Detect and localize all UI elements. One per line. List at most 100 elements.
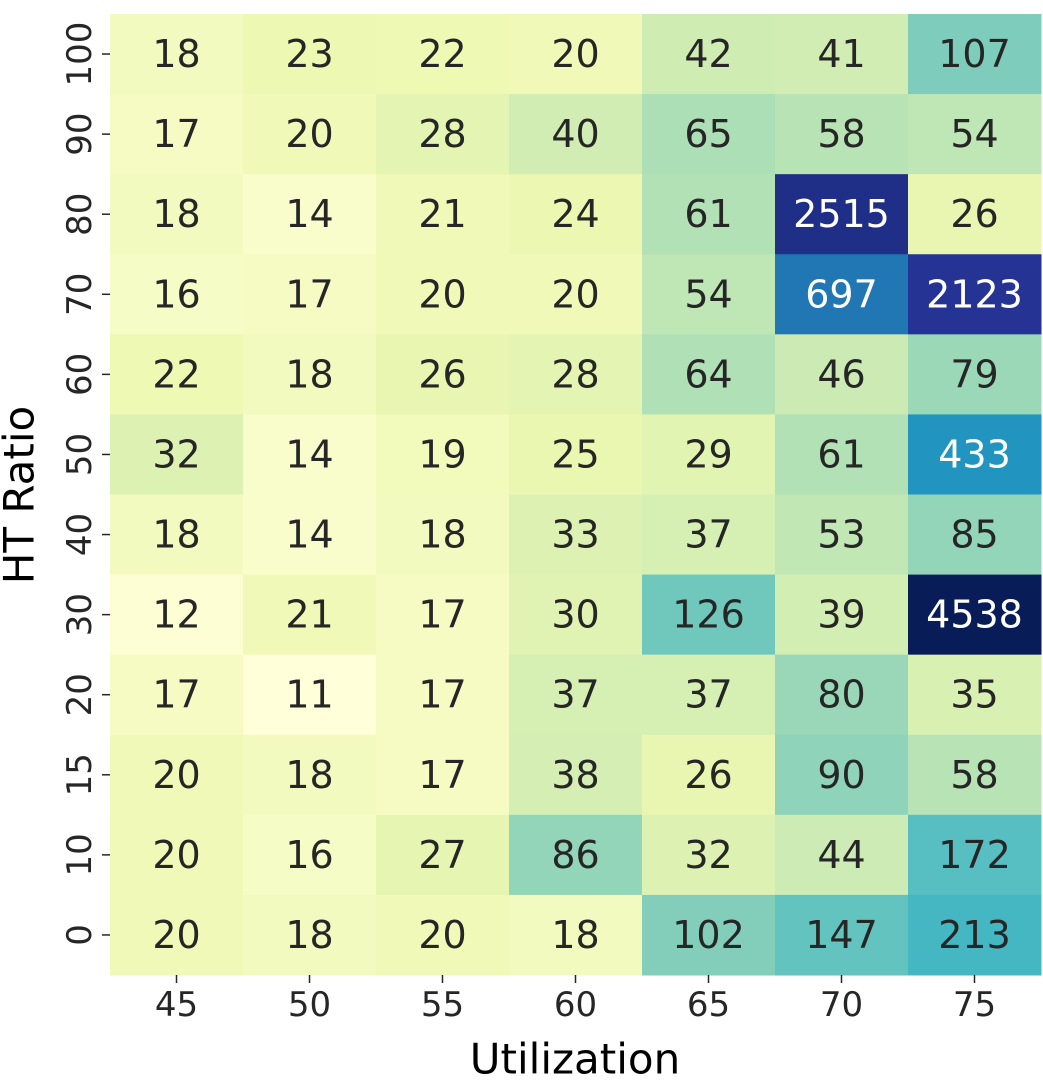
y-tick-label: 80 (60, 193, 100, 236)
heatmap-cell (509, 94, 643, 175)
heatmap-cell-value: 64 (684, 352, 732, 396)
heatmap-cell-value: 24 (551, 192, 599, 236)
heatmap-cell-value: 21 (418, 192, 466, 236)
heatmap-cell (509, 574, 643, 656)
heatmap-cell (642, 654, 776, 736)
heatmap-cell-value: 79 (950, 352, 998, 396)
heatmap-cell-value: 17 (152, 673, 200, 717)
heatmap-cell-value: 20 (152, 913, 200, 957)
heatmap-cell-value: 2515 (793, 192, 890, 236)
heatmap-cell-value: 26 (418, 352, 466, 396)
heatmap-cell (243, 494, 377, 576)
y-tick-label: 30 (60, 593, 100, 636)
heatmap-cell-value: 85 (950, 513, 998, 557)
x-tick-label: 75 (953, 985, 996, 1025)
heatmap-cell (642, 94, 776, 175)
heatmap-cell-value: 58 (950, 753, 998, 797)
heatmap-cell (243, 814, 377, 896)
y-tick-label: 40 (60, 513, 100, 556)
heatmap-cell (642, 254, 776, 335)
y-tick-label: 60 (60, 353, 100, 396)
heatmap-cell (908, 494, 1042, 576)
heatmap-cell (642, 734, 776, 816)
heatmap-cell-value: 20 (418, 272, 466, 316)
heatmap-cell-value: 37 (684, 673, 732, 717)
heatmap-cell (642, 494, 776, 576)
heatmap-cell-value: 46 (817, 352, 865, 396)
heatmap-cell (642, 334, 776, 415)
x-tick-label: 55 (421, 985, 464, 1025)
heatmap-cell (642, 414, 776, 495)
heatmap-cell (243, 94, 377, 175)
heatmap-cell-value: 18 (551, 913, 599, 957)
heatmap-cell (509, 814, 643, 896)
heatmap-cell (642, 574, 776, 656)
x-tick-label: 70 (820, 985, 863, 1025)
heatmap-cell-value: 102 (672, 913, 745, 957)
heatmap-cell (775, 254, 909, 335)
heatmap-cell (243, 14, 377, 95)
heatmap-cell-value: 26 (950, 192, 998, 236)
heatmap-cell (908, 94, 1042, 175)
heatmap-cell-value: 40 (551, 112, 599, 156)
heatmap-cell-value: 33 (551, 513, 599, 557)
heatmap-cell-value: 42 (684, 32, 732, 76)
heatmap-cell (509, 414, 643, 495)
heatmap-cell-value: 20 (285, 112, 333, 156)
heatmap-cell (509, 894, 643, 976)
heatmap-cell-value: 27 (418, 833, 466, 877)
heatmap-cell (775, 654, 909, 736)
heatmap-cell (376, 174, 510, 255)
heatmap-cell-value: 18 (285, 913, 333, 957)
heatmap-cell (243, 174, 377, 255)
heatmap-cell (775, 414, 909, 495)
heatmap-cell-value: 61 (817, 432, 865, 476)
heatmap-cell-value: 20 (551, 272, 599, 316)
heatmap-cell-value: 21 (285, 593, 333, 637)
heatmap-cell-value: 44 (817, 833, 865, 877)
heatmap-cell (509, 174, 643, 255)
heatmap-cell (110, 334, 244, 415)
heatmap-cell-value: 39 (817, 593, 865, 637)
heatmap-cell-value: 37 (551, 673, 599, 717)
heatmap-cell (110, 174, 244, 255)
heatmap-cell-value: 35 (950, 673, 998, 717)
heatmap-cell-value: 23 (285, 32, 333, 76)
heatmap-cell-value: 18 (285, 352, 333, 396)
y-tick-label: 20 (60, 673, 100, 716)
heatmap-cell (110, 734, 244, 816)
heatmap-cell-value: 22 (152, 352, 200, 396)
heatmap-cell-value: 54 (950, 112, 998, 156)
heatmap-cell (110, 654, 244, 736)
heatmap-cell (775, 894, 909, 976)
heatmap-cell-value: 19 (418, 432, 466, 476)
heatmap-cell-value: 433 (938, 432, 1011, 476)
heatmap-cell-value: 172 (938, 833, 1011, 877)
heatmap-cell (908, 174, 1042, 255)
heatmap-cell (509, 334, 643, 415)
heatmap-cell (908, 654, 1042, 736)
heatmap-cell (509, 734, 643, 816)
heatmap-cell (376, 334, 510, 415)
heatmap-cells (110, 14, 1042, 976)
y-tick-label: 100 (60, 22, 100, 87)
heatmap-cell (243, 894, 377, 976)
heatmap-cell (642, 174, 776, 255)
heatmap-cell-value: 53 (817, 513, 865, 557)
heatmap-cell (110, 894, 244, 976)
heatmap-cell (376, 94, 510, 175)
heatmap-cell (509, 654, 643, 736)
heatmap-cell (908, 734, 1042, 816)
y-axis-label: HT Ratio (0, 406, 44, 584)
heatmap-cell-value: 38 (551, 753, 599, 797)
heatmap-cell-labels: 18 23 22 20 42 41 107 17 20 28 40 65 58 54 18 14 21 24 61 2… (152, 32, 1023, 957)
heatmap-cell-value: 37 (684, 513, 732, 557)
heatmap-cell (243, 414, 377, 495)
heatmap-cell (908, 574, 1042, 656)
x-axis-label: Utilization (470, 1035, 680, 1080)
heatmap-cell (243, 254, 377, 335)
x-tick-label: 50 (288, 985, 331, 1025)
heatmap-cell-value: 86 (551, 833, 599, 877)
heatmap-cell-value: 213 (938, 913, 1011, 957)
